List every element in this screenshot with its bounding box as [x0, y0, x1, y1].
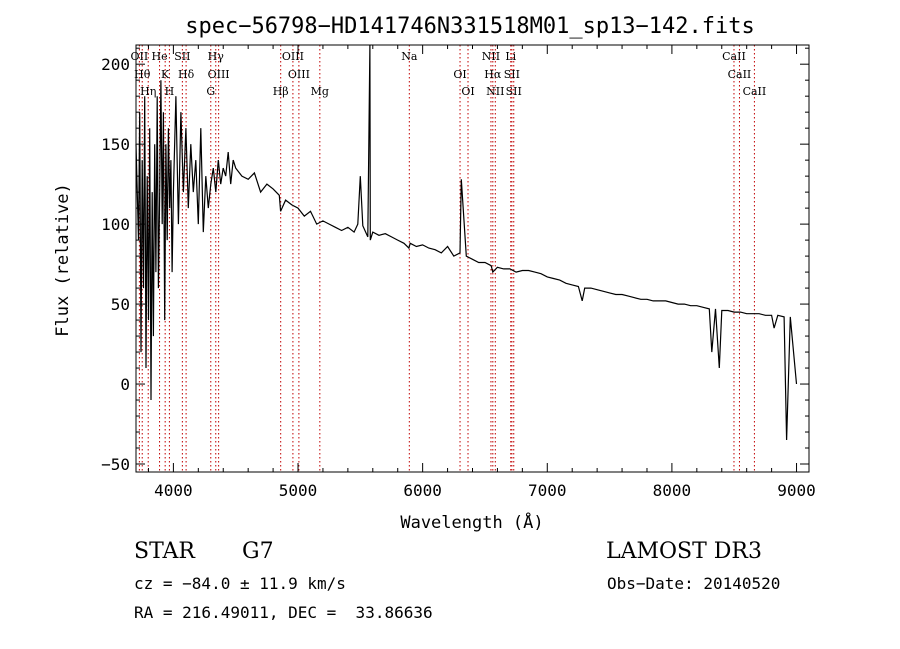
line-label: Hθ	[134, 68, 151, 81]
x-tick-label: 5000	[279, 481, 318, 500]
line-label: NII	[486, 85, 504, 98]
line-label: K	[161, 68, 170, 81]
line-label: Hδ	[178, 68, 195, 81]
object-subclass: G7	[242, 539, 274, 564]
y-tick-label: 150	[101, 135, 130, 154]
line-label: Mg	[311, 85, 329, 98]
line-label: OIII	[208, 68, 230, 81]
axis-tick-labels: 4000 5000 6000 7000 8000 9000 −50 0 50 100 150 200	[101, 55, 816, 500]
emission-line-markers	[138, 45, 755, 472]
x-axis-label: Wavelength (Å)	[400, 511, 543, 533]
line-label: CaII	[722, 50, 746, 63]
y-axis-label: Flux (relative)	[53, 183, 73, 337]
plot-frame	[135, 44, 810, 473]
survey-name: LAMOST DR3	[606, 539, 762, 564]
x-tick-label: 6000	[403, 481, 442, 500]
chart-title: spec−56798−HD141746N331518M01_sp13−142.f…	[185, 14, 755, 39]
line-label: OII	[131, 50, 149, 63]
line-label: OI	[461, 85, 474, 98]
line-label: Hγ	[208, 50, 225, 63]
y-tick-label: −50	[101, 455, 130, 474]
x-tick-label: 7000	[528, 481, 567, 500]
line-label: SII	[504, 68, 520, 81]
line-label: G	[206, 85, 215, 98]
line-label: Li	[505, 50, 516, 63]
line-label: He	[152, 50, 168, 63]
y-tick-label: 100	[101, 215, 130, 234]
redshift-value: cz = −84.0 ± 11.9 km/s	[134, 574, 346, 593]
x-tick-label: 9000	[777, 481, 816, 500]
spectrum-line	[135, 44, 798, 441]
line-label: OIII	[282, 50, 304, 63]
line-label: Hβ	[273, 85, 289, 98]
axis-ticks	[136, 45, 809, 472]
line-label: SII	[506, 85, 522, 98]
line-label: Na	[401, 50, 418, 63]
y-tick-label: 50	[111, 295, 130, 314]
y-tick-label: 0	[120, 375, 130, 394]
line-label: Hη	[140, 85, 156, 98]
line-label: Hα	[484, 68, 502, 81]
coordinates: RA = 216.49011, DEC = 33.86636	[134, 603, 433, 622]
emission-line-labels: OIIHθHηHeKHSIIHδGHγOIIIHβOIIIOIIIMgNaOIO…	[131, 50, 767, 98]
line-label: OIII	[288, 68, 310, 81]
line-label: H	[165, 85, 175, 98]
obs-date: Obs−Date: 20140520	[607, 574, 781, 593]
x-tick-label: 4000	[154, 481, 193, 500]
line-label: CaII	[728, 68, 752, 81]
y-tick-label: 200	[101, 55, 130, 74]
line-label: SII	[174, 50, 190, 63]
object-class: STAR	[134, 539, 195, 564]
line-label: NII	[482, 50, 500, 63]
line-label: CaII	[743, 85, 767, 98]
x-tick-label: 8000	[653, 481, 692, 500]
line-label: OI	[453, 68, 466, 81]
